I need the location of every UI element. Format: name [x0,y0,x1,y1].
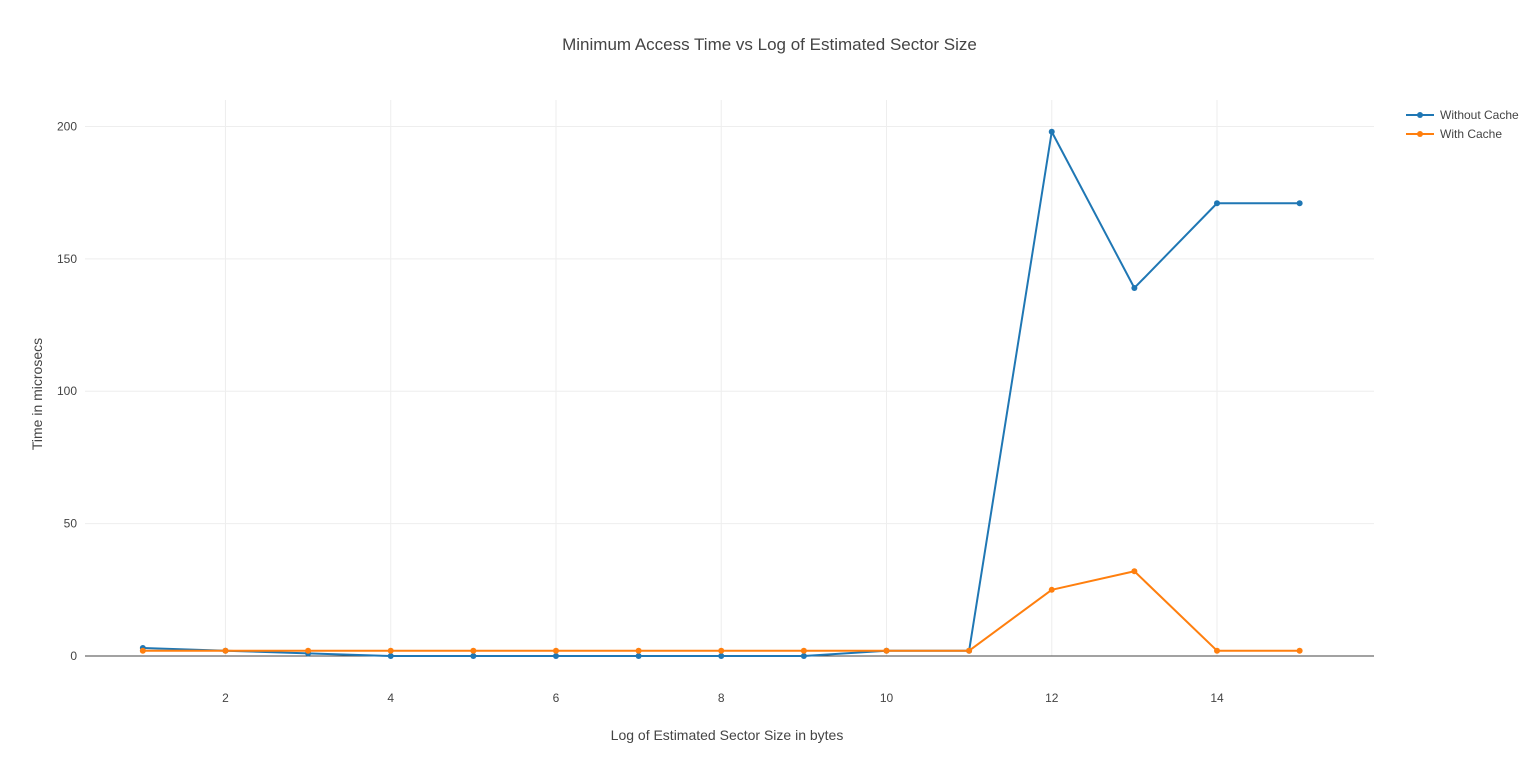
axis-layer: 2 4 6 8 10 12 14 0 50 100 150 200 [57,119,1374,705]
series-0 [139,128,1303,659]
y-tick-label: 50 [64,517,78,531]
x-tick-label: 6 [553,691,560,705]
data-point[interactable] [1296,200,1303,207]
data-point[interactable] [800,647,807,654]
data-point[interactable] [635,647,642,654]
x-tick-label: 2 [222,691,229,705]
data-point[interactable] [1131,568,1138,575]
legend-swatch-marker [1417,112,1423,118]
series-1 [139,568,1303,654]
y-axis-title: Time in microsecs [29,338,45,450]
legend-label: With Cache [1440,127,1502,141]
data-point[interactable] [139,647,146,654]
x-tick-label: 14 [1210,691,1224,705]
data-point[interactable] [800,653,807,659]
data-point[interactable] [1214,200,1221,207]
data-point[interactable] [1296,647,1303,654]
y-tick-label: 200 [57,119,77,133]
legend-item[interactable]: Without Cache [1406,108,1519,122]
data-point[interactable] [1131,284,1138,291]
chart-title: Minimum Access Time vs Log of Estimated … [562,35,977,54]
data-point[interactable] [552,653,559,659]
data-point[interactable] [718,653,725,659]
data-point[interactable] [635,653,642,659]
x-tick-label: 12 [1045,691,1059,705]
series-layer [139,128,1303,659]
data-point[interactable] [470,647,477,654]
data-point[interactable] [470,653,477,659]
legend-label: Without Cache [1440,108,1519,122]
data-point[interactable] [883,647,890,654]
data-point[interactable] [1048,586,1055,593]
legend[interactable]: Without Cache With Cache [1406,108,1519,141]
data-point[interactable] [387,647,394,654]
legend-item[interactable]: With Cache [1406,127,1502,141]
data-point[interactable] [1048,128,1055,135]
data-point[interactable] [387,653,394,659]
data-point[interactable] [1214,647,1221,654]
y-tick-label: 0 [70,649,77,663]
data-point[interactable] [966,647,973,654]
grid-layer [85,100,1374,656]
legend-swatch-marker [1417,131,1423,137]
y-tick-label: 100 [57,384,77,398]
data-point[interactable] [222,647,229,654]
data-point[interactable] [718,647,725,654]
data-point[interactable] [305,647,312,654]
x-tick-label: 8 [718,691,725,705]
x-axis-title: Log of Estimated Sector Size in bytes [611,727,844,743]
x-tick-label: 4 [387,691,394,705]
data-point[interactable] [552,647,559,654]
y-tick-label: 150 [57,252,77,266]
x-tick-label: 10 [880,691,894,705]
